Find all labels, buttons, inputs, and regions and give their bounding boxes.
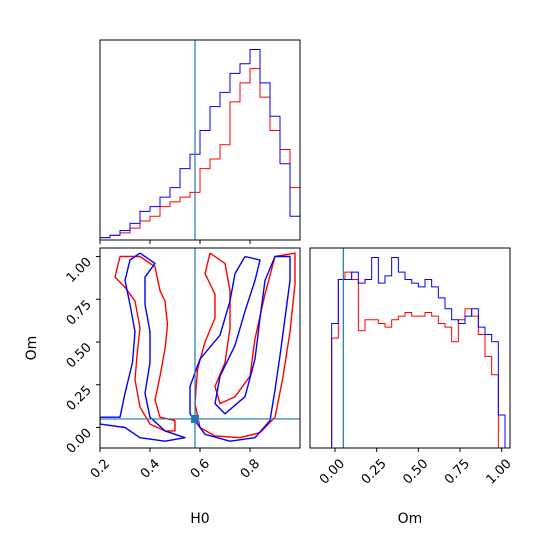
contour-y-tick-label: 0.75 [64,298,95,329]
om-histogram-frame [309,247,511,449]
contour-y-tick-label: 0.00 [64,426,95,457]
h0-histogram-panel [99,39,301,244]
h0-om-contour-panel: 0.2 0.4 0.6 0.8 0.00 0.25 0.50 0.75 1.00 [64,247,301,482]
y-axis-label-om: Om [24,336,40,361]
om-histogram-panel: 0.00 0.25 0.50 0.75 1.00 [309,247,515,488]
contour-x-tick-label: 0.6 [188,456,213,481]
om-hist-blue-series [325,257,506,449]
contour-blue-0 [100,252,186,442]
contour-lines [100,252,296,442]
om-x-tick-label: 1.00 [484,456,515,487]
contour-x-tick-label: 0.4 [138,456,163,481]
om-hist-red-series [325,271,505,449]
contour-red-1 [194,252,296,439]
contour-x-tick-label: 0.8 [238,456,263,481]
contour-y-tick-label: 0.25 [64,383,95,414]
om-x-tick-label: 0.25 [359,456,390,487]
om-x-tick-label: 0.75 [442,456,473,487]
h0-hist-blue-series [99,49,301,240]
x-axis-label-h0: H0 [190,511,209,527]
truth-marker [191,414,199,423]
contour-blue-1 [189,255,291,442]
contour-y-tick-label: 0.50 [64,340,95,371]
contour-x-tick-label: 0.2 [88,456,113,481]
contour-red-0 [114,255,176,432]
om-x-tick-label: 0.00 [317,456,348,487]
x-axis-label-om: Om [398,511,423,527]
om-x-tick-label: 0.50 [400,456,431,487]
contour-y-tick-label: 1.00 [64,255,95,286]
